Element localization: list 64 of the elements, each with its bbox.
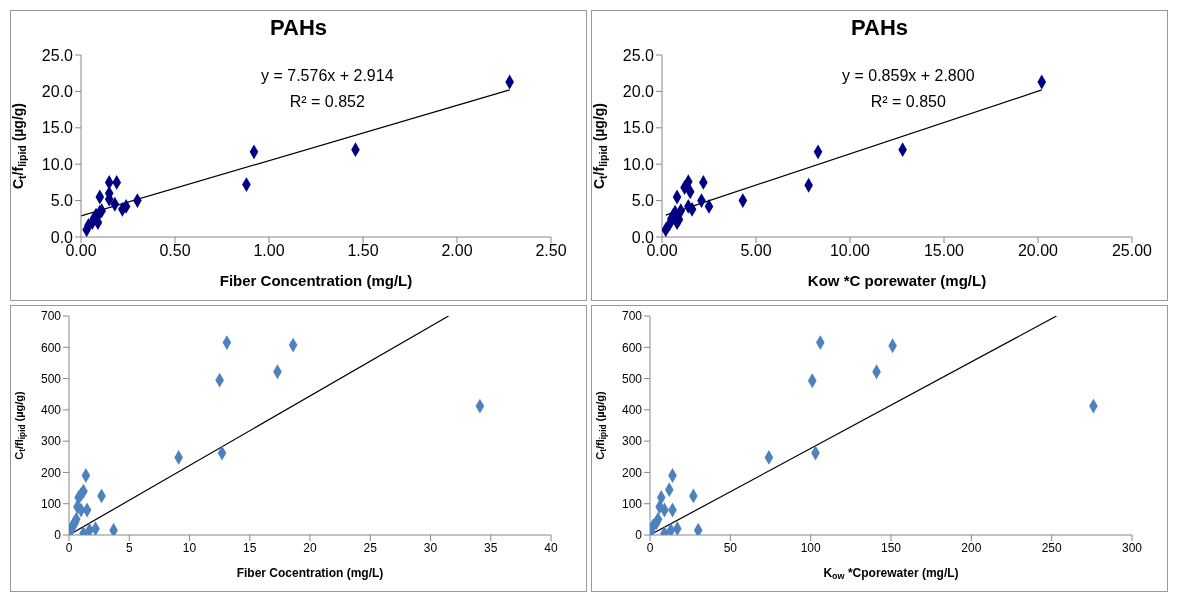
x-tick-label: 300 xyxy=(1121,540,1143,555)
x-tick-label: 10.00 xyxy=(829,242,871,260)
x-tick-label: 5 xyxy=(125,540,133,555)
y-tick-label: 0 xyxy=(54,528,62,543)
y-tick-label: 5.0 xyxy=(50,192,74,210)
x-tick-label: 50 xyxy=(723,540,738,555)
y-tick-label: 400 xyxy=(621,403,643,418)
x-tick-label: 150 xyxy=(880,540,902,555)
y-tick-label: 600 xyxy=(40,340,62,355)
x-axis-title: Kow *C porewater (mg/L) xyxy=(807,272,987,289)
x-tick-label: 1.50 xyxy=(347,242,379,260)
x-tick-label: 20 xyxy=(303,540,317,555)
y-tick-label: 500 xyxy=(40,371,62,386)
x-tick-label: 35 xyxy=(484,540,498,555)
y-tick-label: 300 xyxy=(40,434,62,449)
x-tick-label: 100 xyxy=(800,540,821,555)
annotation: R² = 0.852 xyxy=(288,92,366,112)
x-tick-label: 15.00 xyxy=(923,242,965,260)
x-axis-title: Fiber Concentration (mg/L) xyxy=(219,272,413,289)
x-tick-label: 20.00 xyxy=(1017,242,1059,260)
x-tick-label: 25.00 xyxy=(1111,242,1153,260)
y-tick-label: 100 xyxy=(40,496,62,511)
y-tick-label: 20.0 xyxy=(622,83,655,101)
x-tick-label: 30 xyxy=(423,540,438,555)
y-tick-label: 300 xyxy=(621,434,643,449)
x-tick-label: 2.00 xyxy=(441,242,473,260)
chart-title: PAHs xyxy=(268,14,329,42)
x-tick-label: 2.50 xyxy=(535,242,567,260)
y-tick-label: 700 xyxy=(621,309,643,324)
x-tick-label: 0.00 xyxy=(65,242,97,260)
y-tick-label: 700 xyxy=(40,309,62,324)
x-tick-label: 10 xyxy=(182,540,197,555)
x-tick-label: 40 xyxy=(544,540,558,555)
x-axis-title: K$_{ow}$ *Cporewater (mg/L) xyxy=(823,566,959,582)
x-axis-title: Fiber Cocentration (mg/L) xyxy=(236,566,384,580)
y-tick-label: 100 xyxy=(621,496,643,511)
y-tick-label: 10.0 xyxy=(622,155,655,173)
annotation: y = 0.859x + 2.800 xyxy=(842,66,975,86)
y-tick-label: 15.0 xyxy=(622,119,655,137)
x-tick-label: 15 xyxy=(243,540,257,555)
y-tick-label: 400 xyxy=(40,403,62,418)
chart-title: PAHs xyxy=(849,14,910,42)
y-tick-label: 25.0 xyxy=(622,46,655,64)
y-tick-label: 0 xyxy=(635,528,643,543)
annotation: y = 7.576x + 2.914 xyxy=(261,66,394,86)
y-tick-label: 500 xyxy=(621,371,643,386)
y-tick-label: 200 xyxy=(621,465,643,480)
x-tick-label: 200 xyxy=(961,540,982,555)
y-tick-label: 5.0 xyxy=(631,192,655,210)
x-tick-label: 1.00 xyxy=(253,242,285,260)
x-tick-label: 0.50 xyxy=(159,242,191,260)
y-tick-label: 200 xyxy=(40,465,62,480)
point xyxy=(693,522,703,535)
y-tick-label: 25.0 xyxy=(41,46,74,64)
annotation: R² = 0.850 xyxy=(869,92,947,112)
x-tick-label: 0.00 xyxy=(646,242,678,260)
point xyxy=(666,522,676,535)
x-tick-label: 25 xyxy=(363,540,378,555)
x-tick-label: 5.00 xyxy=(740,242,772,260)
y-tick-label: 15.0 xyxy=(41,119,74,137)
y-tick-label: 600 xyxy=(621,340,643,355)
x-tick-label: 250 xyxy=(1041,540,1062,555)
y-tick-label: 10.0 xyxy=(41,155,74,173)
y-tick-label: 20.0 xyxy=(41,83,74,101)
